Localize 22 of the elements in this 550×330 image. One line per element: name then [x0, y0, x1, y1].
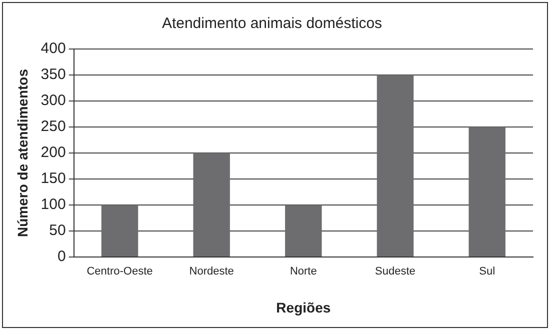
bar: [376, 75, 414, 256]
x-axis-title: Regiões: [276, 299, 331, 316]
x-tick-label: Sudeste: [375, 266, 416, 278]
x-tick-label: Norte: [290, 266, 317, 278]
y-tick-label: 100: [40, 196, 66, 214]
bar: [468, 127, 506, 256]
y-tick-label: 400: [40, 40, 66, 58]
y-tick-label: 250: [40, 118, 66, 136]
y-tick-label: 200: [40, 144, 66, 162]
y-tick-label: 350: [40, 66, 66, 84]
y-tick-label: 150: [40, 170, 66, 188]
y-tick-label: 50: [49, 222, 66, 240]
x-tick-label: Centro-Oeste: [86, 266, 153, 278]
y-tick-label: 0: [57, 248, 66, 266]
x-tick-label: Sul: [479, 266, 496, 278]
chart-title: Atendimento animais domésticos: [162, 15, 382, 32]
y-tick-label: 300: [40, 92, 66, 110]
bar: [285, 205, 322, 256]
bar: [193, 153, 230, 256]
bar: [101, 205, 138, 256]
y-axis-title: Número de atendimentos: [14, 68, 30, 238]
x-tick-label: Nordeste: [189, 266, 234, 278]
